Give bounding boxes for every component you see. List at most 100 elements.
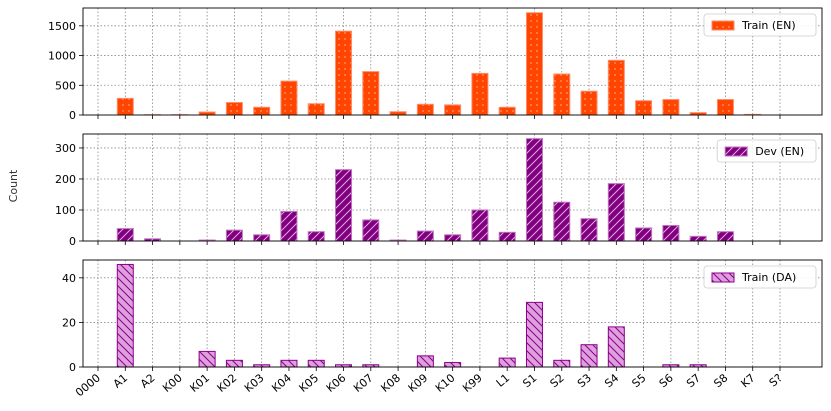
x-tick-label: K04 — [269, 371, 294, 395]
legend-label: Train (DA) — [741, 271, 796, 284]
bar-K99 — [471, 209, 489, 242]
bar-S2 — [553, 73, 571, 116]
x-tick-label: K08 — [378, 371, 403, 395]
bar-K05 — [307, 231, 325, 242]
bar-K03 — [253, 234, 271, 242]
bar-S1 — [525, 12, 543, 116]
axes-frame — [82, 7, 823, 116]
bar-S4 — [607, 59, 625, 116]
bar-S6 — [662, 224, 680, 242]
bar-K05 — [307, 103, 325, 116]
bar-A1 — [116, 97, 134, 116]
y-tick-label: 1000 — [48, 50, 76, 63]
x-tick-label: S6 — [657, 371, 676, 390]
bar-A1 — [116, 228, 134, 242]
bar-S1 — [525, 138, 543, 242]
bar-S6 — [662, 99, 680, 116]
bar-K04 — [280, 359, 298, 368]
bar-K04 — [280, 80, 298, 116]
bar-A1 — [116, 263, 134, 368]
axes-frame — [82, 133, 823, 242]
bar-S2 — [553, 359, 571, 368]
x-tick-label: L1 — [494, 371, 512, 389]
x-tick-label: A2 — [138, 371, 157, 390]
bar-L1 — [498, 357, 516, 368]
panel-3: 0 20 40 Train (DA) — [62, 259, 823, 374]
bar-S4 — [607, 183, 625, 242]
bar-K99 — [471, 72, 489, 116]
bar-S5 — [635, 100, 653, 116]
x-tick-label: K07 — [351, 371, 376, 395]
y-tick-label: 0 — [69, 109, 76, 122]
y-tick-label: 40 — [62, 272, 76, 285]
x-tick-label: K01 — [187, 371, 212, 395]
y-tick-label: 200 — [55, 173, 76, 186]
y-tick-label: 1500 — [48, 20, 76, 33]
legend-1: Train (EN) — [703, 13, 817, 37]
y-tick-label: 100 — [55, 204, 76, 217]
bar-K04 — [280, 211, 298, 242]
bar-K07 — [362, 71, 380, 116]
bar-S4 — [607, 326, 625, 368]
x-tick-label: S3 — [575, 371, 594, 390]
bar-K01 — [198, 350, 216, 368]
bar-K06 — [335, 30, 353, 116]
bar-K05 — [307, 359, 325, 368]
bar-S7 — [689, 235, 707, 242]
x-tick-label: S2 — [548, 371, 567, 390]
bar-K09 — [416, 230, 434, 242]
x-tick-label: S1 — [520, 371, 539, 390]
y-tick-label: 0 — [69, 235, 76, 248]
bar-S1 — [525, 301, 543, 368]
bar-K09 — [416, 355, 434, 368]
x-tick-label: K02 — [215, 371, 240, 395]
bar-S5 — [635, 227, 653, 242]
bar-K10 — [444, 104, 462, 116]
x-tick-label: K09 — [406, 371, 431, 395]
bar-K02 — [225, 102, 243, 116]
x-tick-label: S4 — [602, 371, 621, 390]
x-tick-label: A1 — [111, 371, 130, 390]
legend-label: Dev (EN) — [755, 145, 804, 158]
bar-K02 — [225, 359, 243, 368]
y-tick-label: 20 — [62, 316, 76, 329]
legend-swatch — [711, 20, 735, 31]
legend-label: Train (EN) — [741, 19, 796, 32]
bar-S3 — [580, 218, 598, 242]
legend-swatch — [711, 272, 735, 283]
bar-K10 — [444, 234, 462, 242]
axes-frame — [82, 259, 823, 368]
bar-L1 — [498, 106, 516, 116]
x-tick-label: S? — [767, 371, 785, 389]
bar-K02 — [225, 229, 243, 242]
x-tick-label: K99 — [460, 371, 485, 395]
bar-S2 — [553, 201, 571, 242]
x-tick-label: K05 — [297, 371, 322, 395]
panel-1: 0 500 1000 1500 Train (EN) — [48, 7, 823, 122]
y-tick-label: 0 — [69, 361, 76, 374]
y-tick-label: 500 — [55, 79, 76, 92]
bar-K07 — [362, 219, 380, 242]
bar-K06 — [335, 169, 353, 242]
legend-2: Dev (EN) — [716, 139, 817, 163]
x-tick-label: K06 — [324, 371, 349, 395]
x-tick-label: S8 — [711, 371, 730, 390]
bar-L1 — [498, 231, 516, 242]
x-tick-label: K10 — [433, 371, 458, 395]
x-tick-label: K7 — [738, 371, 757, 390]
bar-K08 — [389, 111, 407, 116]
x-tick-label: K00 — [160, 371, 185, 395]
bar-K03 — [253, 106, 271, 116]
bar-S3 — [580, 344, 598, 368]
legend-3: Train (DA) — [703, 265, 817, 289]
bar-K09 — [416, 103, 434, 116]
bar-S3 — [580, 90, 598, 116]
x-tick-label: K03 — [242, 371, 267, 395]
y-tick-label: 300 — [55, 142, 76, 155]
bar-K10 — [444, 362, 462, 368]
y-axis-label: Count — [7, 169, 20, 202]
bar-S8 — [716, 231, 734, 242]
bar-S8 — [716, 99, 734, 116]
x-tick-label: S5 — [629, 371, 648, 390]
